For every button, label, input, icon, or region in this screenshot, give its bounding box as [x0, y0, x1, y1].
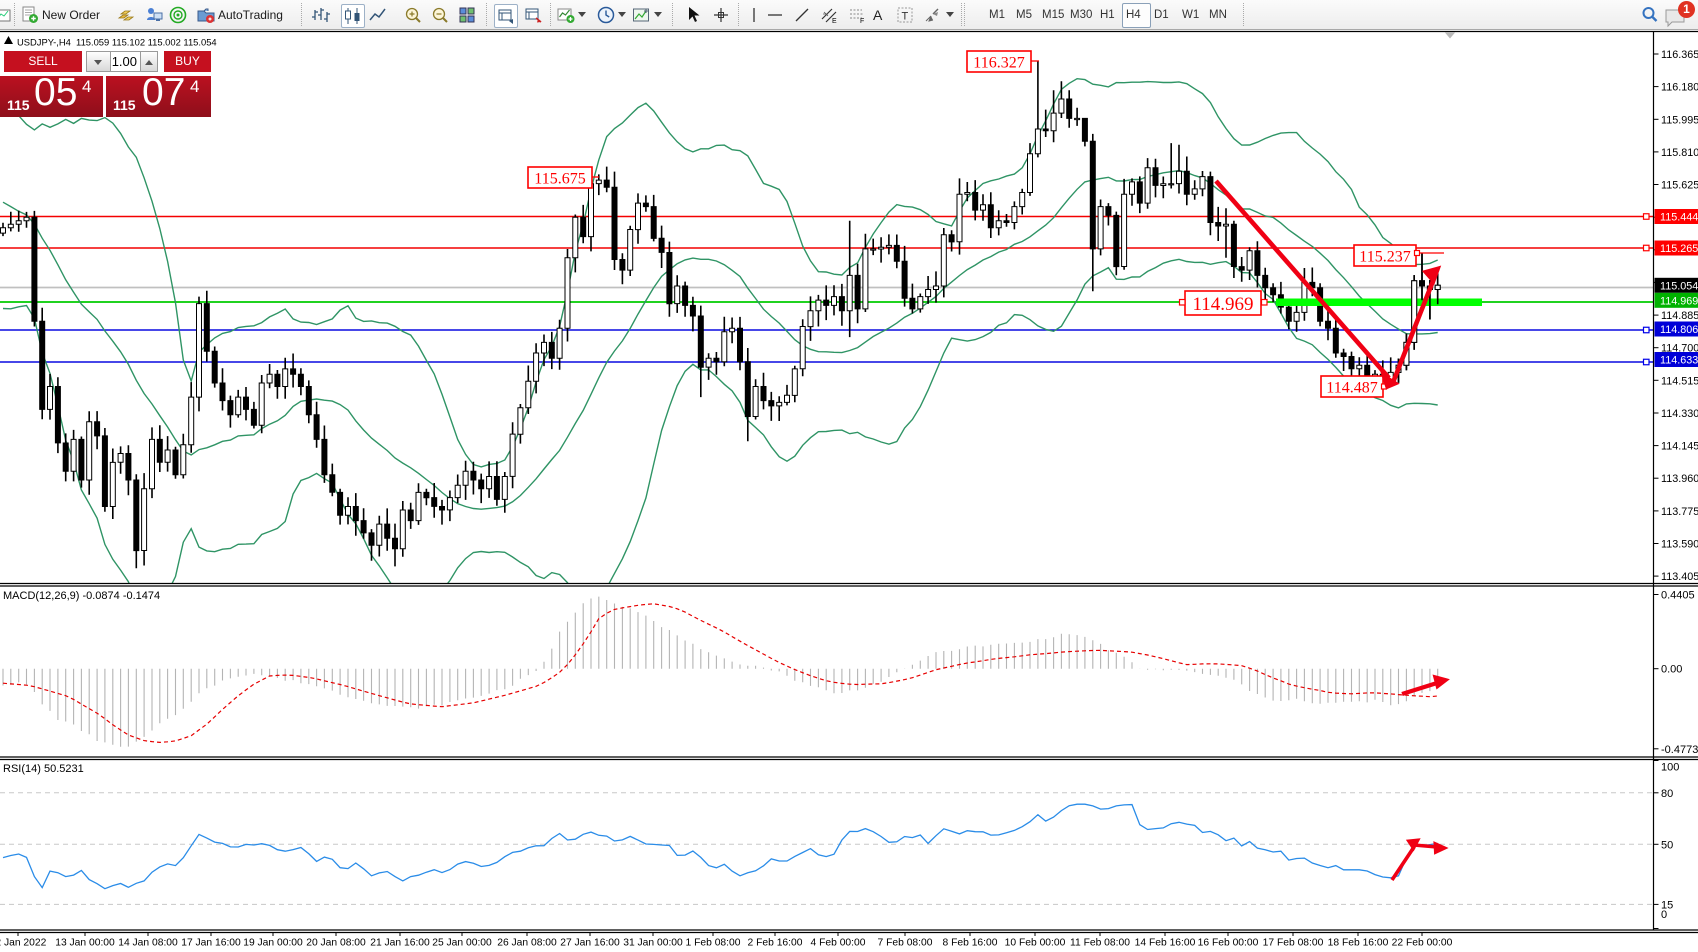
svg-text:115.810: 115.810	[1661, 147, 1698, 159]
svg-text:15: 15	[1661, 899, 1673, 911]
svg-text:20 Jan 08:00: 20 Jan 08:00	[306, 938, 366, 949]
svg-text:114.515: 114.515	[1661, 375, 1698, 387]
svg-text:USDJPY-,H4 115.059 115.102 11: USDJPY-,H4 115.059 115.102 115.002 115.0…	[17, 37, 217, 48]
svg-text:114.969: 114.969	[1192, 294, 1253, 315]
svg-text:115.054: 115.054	[1660, 280, 1698, 292]
svg-text:115.675: 115.675	[534, 170, 585, 187]
svg-text:18 Feb 16:00: 18 Feb 16:00	[1328, 938, 1389, 949]
svg-text:22 Feb 00:00: 22 Feb 00:00	[1392, 938, 1453, 949]
svg-text:F: F	[860, 18, 864, 24]
svg-text:114.330: 114.330	[1661, 408, 1698, 420]
svg-text:21 Jan 16:00: 21 Jan 16:00	[370, 938, 430, 949]
svg-text:-0.4773: -0.4773	[1661, 744, 1698, 756]
svg-text:17 Feb 08:00: 17 Feb 08:00	[1263, 938, 1324, 949]
svg-text:115.444: 115.444	[1660, 212, 1698, 224]
svg-text:25 Jan 00:00: 25 Jan 00:00	[432, 938, 492, 949]
svg-text:116.365: 116.365	[1661, 49, 1698, 61]
svg-text:14 Feb 16:00: 14 Feb 16:00	[1135, 938, 1196, 949]
svg-text:19 Jan 00:00: 19 Jan 00:00	[243, 938, 303, 949]
svg-text:114.700: 114.700	[1661, 343, 1698, 355]
svg-text:114.633: 114.633	[1660, 355, 1698, 367]
svg-text:115.625: 115.625	[1661, 180, 1698, 192]
svg-text:26 Jan 08:00: 26 Jan 08:00	[497, 938, 557, 949]
svg-text:14 Jan 08:00: 14 Jan 08:00	[118, 938, 178, 949]
svg-text:114.806: 114.806	[1660, 324, 1698, 336]
svg-text:17 Jan 16:00: 17 Jan 16:00	[181, 938, 241, 949]
svg-text:E: E	[832, 18, 837, 24]
svg-text:8 Feb 16:00: 8 Feb 16:00	[943, 938, 998, 949]
svg-text:1 Feb 08:00: 1 Feb 08:00	[686, 938, 741, 949]
svg-text:113.775: 113.775	[1661, 506, 1698, 518]
svg-text:31 Jan 00:00: 31 Jan 00:00	[623, 938, 683, 949]
svg-text:113.405: 113.405	[1661, 571, 1698, 583]
svg-text:MACD(12,26,9) -0.0874 -0.1474: MACD(12,26,9) -0.0874 -0.1474	[3, 590, 160, 602]
svg-text:27 Jan 16:00: 27 Jan 16:00	[560, 938, 620, 949]
svg-text:13 Jan 00:00: 13 Jan 00:00	[55, 938, 115, 949]
svg-text:10 Feb 00:00: 10 Feb 00:00	[1005, 938, 1066, 949]
svg-text:T: T	[902, 11, 909, 23]
svg-text:114.969: 114.969	[1660, 295, 1698, 307]
svg-text:12 Jan 2022: 12 Jan 2022	[0, 938, 47, 949]
svg-text:114.885: 114.885	[1661, 310, 1698, 322]
svg-text:113.590: 113.590	[1661, 539, 1698, 551]
svg-text:115.995: 115.995	[1661, 114, 1698, 126]
svg-text:100: 100	[1661, 762, 1679, 774]
svg-text:115.265: 115.265	[1660, 243, 1698, 255]
svg-text:115.237: 115.237	[1359, 248, 1410, 265]
svg-text:0: 0	[1661, 909, 1667, 921]
svg-text:116.180: 116.180	[1661, 82, 1698, 94]
svg-text:116.327: 116.327	[973, 54, 1024, 71]
svg-text:0.4405: 0.4405	[1661, 590, 1695, 602]
svg-text:114.487: 114.487	[1326, 379, 1377, 396]
svg-text:113.960: 113.960	[1661, 473, 1698, 485]
svg-text:114.145: 114.145	[1661, 441, 1698, 453]
svg-text:7 Feb 08:00: 7 Feb 08:00	[878, 938, 933, 949]
svg-text:0.00: 0.00	[1661, 664, 1682, 676]
svg-text:4 Feb 00:00: 4 Feb 00:00	[811, 938, 866, 949]
svg-text:2 Feb 16:00: 2 Feb 16:00	[748, 938, 803, 949]
svg-text:80: 80	[1661, 788, 1673, 800]
svg-text:RSI(14) 50.5231: RSI(14) 50.5231	[3, 763, 84, 775]
svg-text:50: 50	[1661, 839, 1673, 851]
svg-text:16 Feb 00:00: 16 Feb 00:00	[1198, 938, 1259, 949]
svg-text:11 Feb 08:00: 11 Feb 08:00	[1070, 938, 1130, 949]
